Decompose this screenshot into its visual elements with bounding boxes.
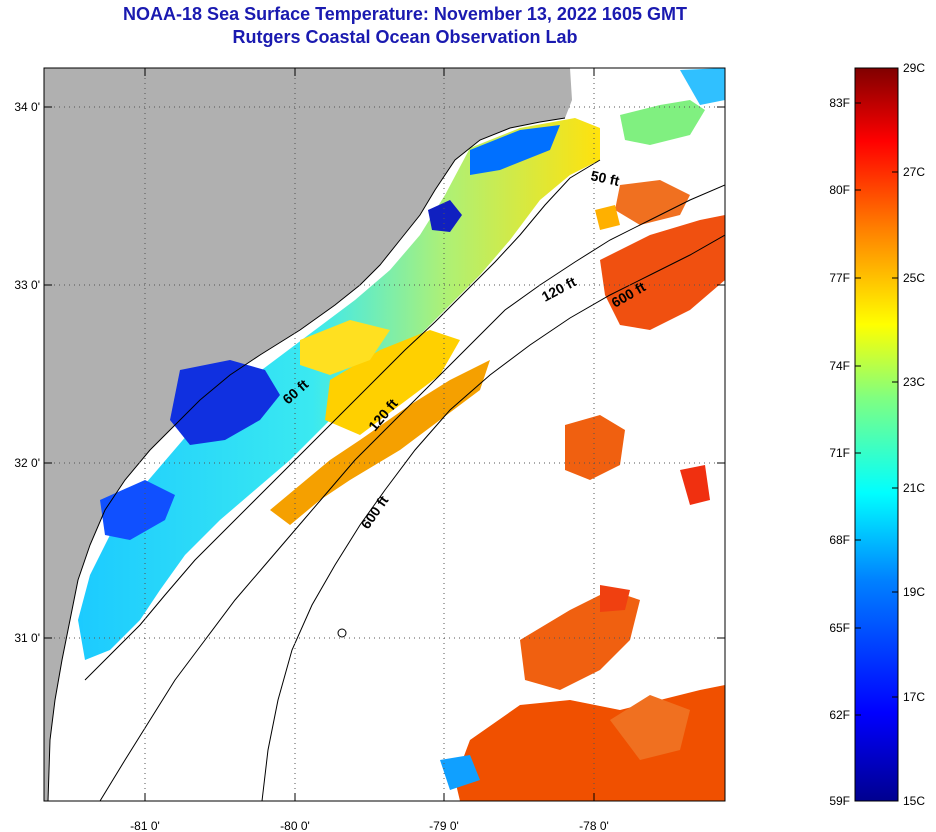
colorbar-label-c: 29C <box>903 61 925 75</box>
lon-label-78: -78 0' <box>579 819 609 832</box>
lat-label-33: 33 0' <box>14 278 40 292</box>
colorbar-label-c: 27C <box>903 165 925 179</box>
graticule <box>44 68 725 801</box>
colorbar-label-c: 25C <box>903 271 925 285</box>
contour-600ft <box>261 234 725 801</box>
colorbar-label-f: 68F <box>829 533 850 547</box>
map-title: NOAA-18 Sea Surface Temperature: Novembe… <box>123 4 687 24</box>
lat-label-31: 31 0' <box>14 631 40 645</box>
colorbar-label-f: 71F <box>829 446 850 460</box>
tick-marks <box>44 68 725 801</box>
cool-patch <box>620 100 705 145</box>
colorbar-label-f: 74F <box>829 359 850 373</box>
warm-band <box>300 320 390 375</box>
warm-band <box>270 360 490 525</box>
warm-patch <box>680 465 710 505</box>
warm-patch <box>600 585 630 612</box>
colorbar-label-f: 62F <box>829 708 850 722</box>
contour-50ft <box>84 159 601 681</box>
warm-band <box>325 330 460 435</box>
colorbar-label-f: 65F <box>829 621 850 635</box>
warm-patch <box>615 180 690 225</box>
coastline <box>47 117 566 801</box>
land-area <box>44 68 572 801</box>
cold-patch <box>170 360 280 445</box>
cool-patch <box>680 68 725 105</box>
lat-label-34: 34 0' <box>14 100 40 114</box>
seamount-contour <box>337 628 347 638</box>
map-frame <box>43 67 726 802</box>
lon-label-79: -79 0' <box>429 819 459 832</box>
warm-patch <box>600 215 725 330</box>
warm-patch <box>565 415 625 480</box>
contour-label-50ft: 50 ft <box>589 167 621 189</box>
lat-label-32: 32 0' <box>14 456 40 470</box>
map-subtitle: Rutgers Coastal Ocean Observation Lab <box>232 27 578 47</box>
warm-patch <box>595 205 620 230</box>
cold-patch <box>428 200 462 232</box>
colorbar-label-c: 23C <box>903 375 925 389</box>
cool-patch <box>440 755 480 790</box>
colorbar-label-c: 15C <box>903 794 925 808</box>
lon-label-80: -80 0' <box>280 819 310 832</box>
colorbar-label-f: 77F <box>829 271 850 285</box>
colorbar-label-f: 80F <box>829 183 850 197</box>
lon-label-81: -81 0' <box>130 819 160 832</box>
warm-patch <box>520 590 640 690</box>
contour-120ft <box>99 184 725 801</box>
colorbar-label-c: 21C <box>903 481 925 495</box>
colorbar-label-c: 17C <box>903 690 925 704</box>
cold-patch <box>100 480 175 540</box>
cold-patch <box>470 125 560 175</box>
warm-patch <box>610 695 690 760</box>
colorbar-label-c: 19C <box>903 585 925 599</box>
colorbar <box>854 67 899 802</box>
colorbar-label-f: 83F <box>829 96 850 110</box>
colorbar-label-f: 59F <box>829 794 850 808</box>
